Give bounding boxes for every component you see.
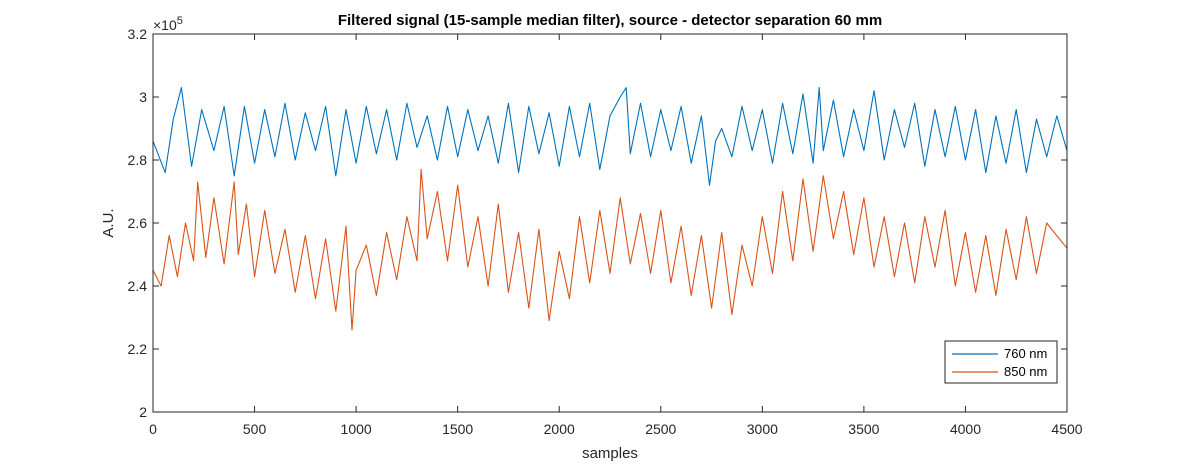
chart-title: Filtered signal (15-sample median filter… <box>338 12 882 29</box>
legend-label-760nm: 760 nm <box>1004 346 1047 361</box>
x-tick-label: 1500 <box>442 421 473 437</box>
y-exponent-power: 5 <box>177 15 183 27</box>
series-line-760nm <box>152 87 1068 186</box>
x-axis-label: samples <box>582 445 638 462</box>
y-tick-label: 2 <box>139 404 147 420</box>
x-tick-label: 4500 <box>1051 421 1082 437</box>
x-tick-label: 500 <box>243 421 267 437</box>
legend-box <box>944 340 1058 384</box>
y-tick-label: 3.2 <box>128 26 148 42</box>
y-tick-label: 2.6 <box>128 215 148 231</box>
y-tick-label: 2.4 <box>128 278 148 294</box>
x-tick-label: 4000 <box>950 421 981 437</box>
y-exponent-base: ×10 <box>153 17 177 33</box>
x-tick-label: 0 <box>149 421 157 437</box>
series-layer <box>152 87 1068 331</box>
y-tick-label: 3 <box>139 89 147 105</box>
y-axis-label: A.U. <box>100 208 117 237</box>
series-line-850nm <box>152 168 1068 331</box>
x-tick-label: 3000 <box>747 421 778 437</box>
legend-label-850nm: 850 nm <box>1004 364 1047 379</box>
x-tick-label: 2500 <box>645 421 676 437</box>
x-tick-label: 3500 <box>848 421 879 437</box>
y-axis-exponent: ×105 <box>153 15 183 33</box>
y-tick-label: 2.8 <box>128 152 148 168</box>
y-tick-label: 2.2 <box>128 341 148 357</box>
tick-layer: 0 500 1000 1500 2000 2500 3000 3500 4000 4500 2 2.2… <box>128 26 1083 437</box>
x-tick-label: 1000 <box>341 421 372 437</box>
legend: 760 nm 850 nm <box>944 340 1058 384</box>
x-tick-label: 2000 <box>544 421 575 437</box>
plot-area <box>153 34 1067 412</box>
